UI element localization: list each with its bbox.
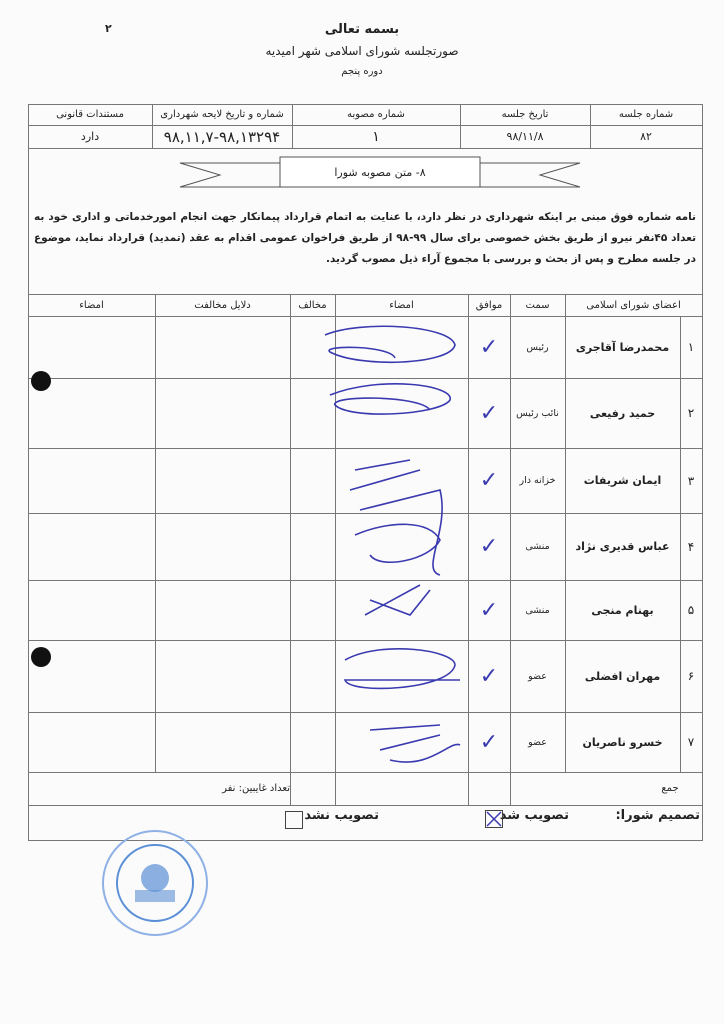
col-header-members: اعضای شورای اسلامی bbox=[586, 299, 681, 311]
col-header-agree: موافق bbox=[475, 299, 503, 311]
header-bill-number-date: شماره و تاریخ لایحه شهرداری bbox=[160, 109, 284, 120]
header-session-date: تاریخ جلسه bbox=[501, 109, 549, 120]
member-name: حمید رفیعی bbox=[589, 406, 656, 420]
approved-label: تصویب شد bbox=[499, 808, 569, 823]
member-name: عباس قدیری نژاد bbox=[575, 540, 670, 553]
council-stamp bbox=[102, 830, 208, 936]
member-name: محمدرضا آقاجری bbox=[575, 340, 670, 354]
row-number: ۴ bbox=[687, 539, 695, 554]
ribbon-banner bbox=[179, 156, 581, 188]
section-title: ۸- متن مصوبه شورا bbox=[334, 165, 426, 179]
row-number: ۷ bbox=[687, 735, 695, 749]
punch-hole bbox=[31, 647, 51, 667]
rejected-label: تصویب نشد bbox=[304, 808, 379, 823]
member-role: خزانه دار bbox=[519, 475, 556, 486]
resolution-number: ۱ bbox=[372, 128, 380, 145]
col-header-oppose: مخالف bbox=[298, 299, 327, 311]
col-header-reasons: دلایل مخالفت bbox=[194, 299, 251, 311]
header-legal-documents: مستندات قانونی bbox=[56, 109, 124, 120]
form-frame bbox=[28, 104, 703, 841]
row-number: ۶ bbox=[687, 669, 695, 683]
member-name: ایمان شریفات bbox=[583, 474, 662, 487]
row-number: ۳ bbox=[687, 473, 695, 488]
check-mark-icon: ✓ bbox=[479, 400, 499, 426]
row-number: ۵ bbox=[687, 603, 695, 617]
session-date: ۹۸/۱۱/۸ bbox=[506, 130, 544, 143]
check-mark-icon: ✓ bbox=[479, 334, 499, 360]
member-role: رئیس bbox=[526, 341, 549, 353]
corner-mark: ۲ bbox=[105, 22, 112, 35]
col-header-position: سمت bbox=[525, 299, 550, 311]
member-role: عضو bbox=[528, 670, 547, 682]
row-number: ۲ bbox=[687, 406, 695, 420]
row-number: ۱ bbox=[687, 340, 695, 354]
member-name: بهنام منجی bbox=[591, 603, 654, 617]
x-mark-icon bbox=[486, 811, 502, 827]
member-name: مهران افضلی bbox=[584, 669, 661, 683]
member-role: منشی bbox=[525, 604, 550, 616]
rejected-checkbox[interactable] bbox=[285, 811, 303, 829]
col-header-signature-2: امضاء bbox=[79, 299, 104, 311]
header-bismillah: بسمه تعالی bbox=[324, 22, 400, 37]
check-mark-icon: ✓ bbox=[479, 597, 499, 623]
resolution-body-text: نامه شماره فوق مبنی بر اینکه شهرداری در … bbox=[34, 211, 697, 265]
member-role: منشی bbox=[525, 541, 550, 552]
punch-hole bbox=[31, 371, 51, 391]
session-number: ۸۲ bbox=[640, 130, 652, 143]
header-title: صورتجلسه شورای اسلامی شهر امیدیه bbox=[265, 44, 459, 58]
legal-documents: دارد bbox=[80, 130, 100, 143]
total-label: جمع bbox=[661, 783, 679, 794]
col-header-signature: امضاء bbox=[389, 299, 414, 311]
header-resolution-number: شماره مصوبه bbox=[347, 109, 405, 120]
absent-count: تعداد غایبین: نفر bbox=[222, 783, 290, 794]
approved-checkbox[interactable] bbox=[485, 810, 503, 828]
bill-number-date: ۹۸,۱۱,۷-۹۸,۱۳۲۹۴ bbox=[163, 127, 281, 146]
check-mark-icon: ✓ bbox=[479, 534, 499, 559]
decision-label: تصمیم شورا: bbox=[615, 808, 700, 823]
member-role: عضو bbox=[528, 736, 547, 748]
header-term: دوره پنجم bbox=[341, 66, 383, 77]
check-mark-icon: ✓ bbox=[479, 663, 499, 689]
check-mark-icon: ✓ bbox=[479, 729, 499, 755]
header-session-number: شماره جلسه bbox=[618, 109, 674, 120]
member-role: نائب رئیس bbox=[516, 407, 559, 419]
check-mark-icon: ✓ bbox=[479, 468, 499, 493]
member-name: خسرو ناصریان bbox=[582, 735, 663, 749]
